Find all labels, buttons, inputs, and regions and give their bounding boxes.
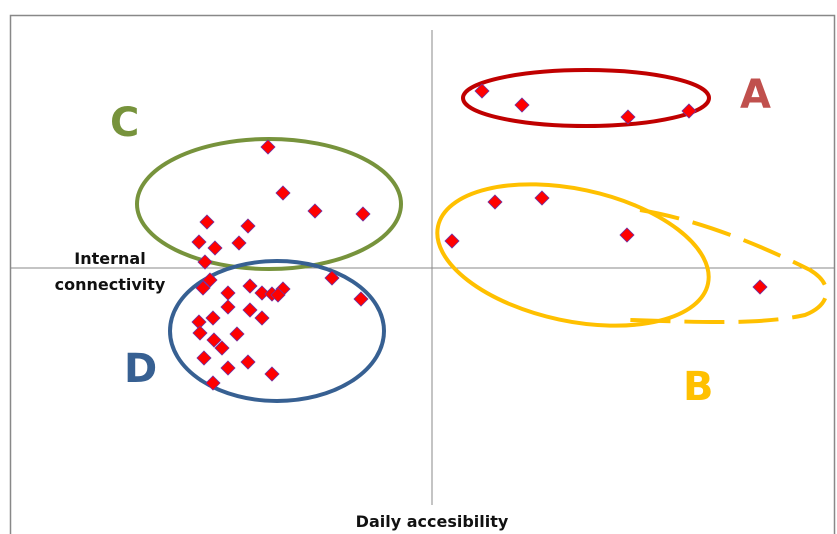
point xyxy=(220,360,236,376)
x-axis-label: Daily accesibility xyxy=(355,512,509,531)
point xyxy=(355,206,371,222)
point xyxy=(270,287,286,303)
point xyxy=(214,340,230,356)
group-label: B xyxy=(683,364,714,410)
group-b-extension xyxy=(629,208,829,325)
group-label: C xyxy=(110,100,139,146)
point xyxy=(752,279,768,295)
point xyxy=(534,190,550,206)
group-label: A xyxy=(740,72,771,118)
point xyxy=(191,234,207,250)
point xyxy=(242,302,258,318)
point xyxy=(240,218,256,234)
point xyxy=(220,285,236,301)
point xyxy=(196,350,212,366)
group-label: D xyxy=(124,346,157,392)
y-axis-label: Internal connectivity xyxy=(54,249,166,294)
point xyxy=(205,310,221,326)
group-a-ellipse xyxy=(461,68,711,128)
point xyxy=(206,332,222,348)
point xyxy=(242,278,258,294)
group-d-ellipse xyxy=(168,259,386,403)
point xyxy=(474,83,490,99)
point xyxy=(199,214,215,230)
point xyxy=(353,291,369,307)
plot-frame xyxy=(9,14,836,534)
point xyxy=(444,233,460,249)
point xyxy=(197,254,213,270)
point xyxy=(620,109,636,125)
point xyxy=(231,235,247,251)
point xyxy=(254,310,270,326)
point xyxy=(514,97,530,113)
point xyxy=(681,103,697,119)
point xyxy=(307,203,323,219)
point xyxy=(264,366,280,382)
point xyxy=(195,280,211,296)
point xyxy=(205,375,221,391)
point xyxy=(192,325,208,341)
point xyxy=(220,299,236,315)
point xyxy=(202,272,218,288)
point xyxy=(207,240,223,256)
group-b-ellipse xyxy=(435,182,711,328)
group-c-ellipse xyxy=(135,137,403,271)
point xyxy=(324,270,340,286)
point xyxy=(240,354,256,370)
point xyxy=(260,139,276,155)
point xyxy=(487,194,503,210)
point xyxy=(619,227,635,243)
point xyxy=(229,326,245,342)
point xyxy=(254,285,270,301)
point xyxy=(275,185,291,201)
